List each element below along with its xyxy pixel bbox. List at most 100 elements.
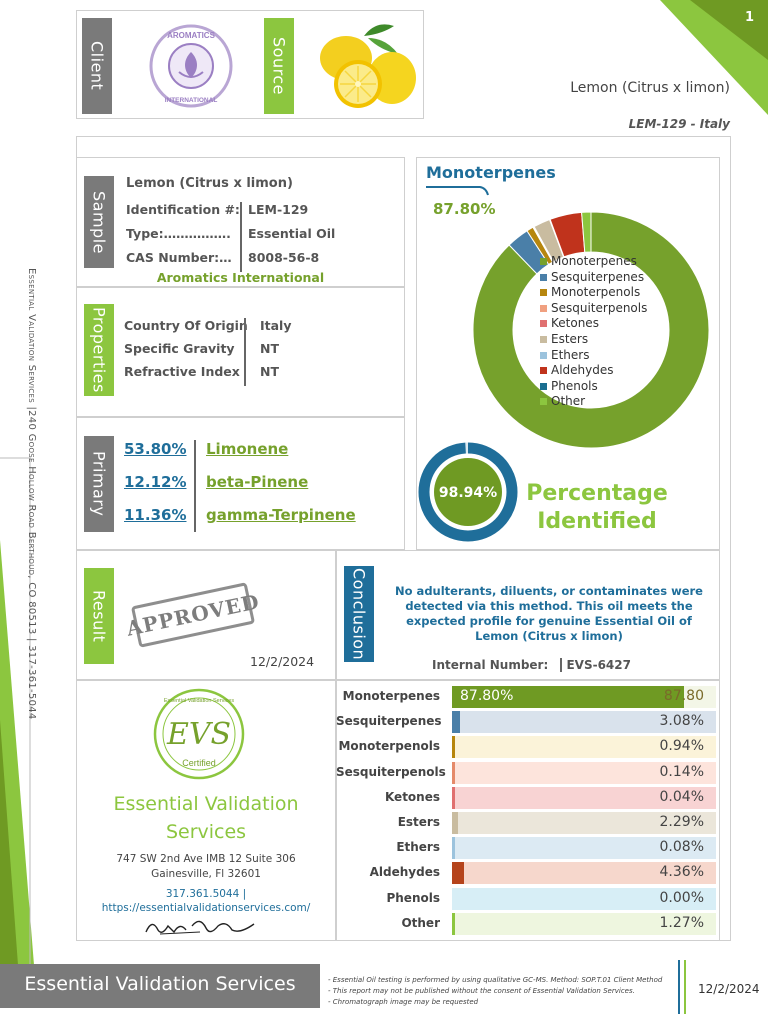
- bar-value: 4.36%: [659, 864, 704, 881]
- donut-legend-swatch: [540, 351, 547, 359]
- footer-brand-bar: [0, 964, 320, 1008]
- identified-label-line2: Identified: [537, 509, 657, 534]
- company-website-link[interactable]: https://essentialvalidationservices.com/: [101, 902, 311, 914]
- sidebar-address-container: Essential Validation Services |240 Goose…: [26, 268, 42, 738]
- bar-row: Ethers 0.08%: [336, 837, 726, 860]
- internal-number-value: EVS-6427: [560, 658, 631, 672]
- bar-track: 0.14%: [452, 761, 716, 784]
- donut-legend-item: Sesquiterpenes: [540, 270, 647, 286]
- primary-pct: 53.80%: [124, 440, 187, 458]
- donut-legend-label: Ketones: [551, 316, 599, 331]
- donut-legend-swatch: [540, 273, 547, 281]
- donut-legend-swatch: [540, 289, 547, 297]
- donut-legend-label: Phenols: [551, 378, 598, 393]
- signature: [145, 920, 255, 935]
- bar-value: 0.00%: [659, 889, 704, 906]
- conclusion-text: No adulterants, diluents, or contaminate…: [395, 584, 703, 643]
- primary-section: [76, 417, 405, 550]
- company-address: 747 SW 2nd Ave IMB 12 Suite 306 Gainesvi…: [76, 852, 336, 882]
- donut-legend-label: Other: [551, 394, 586, 409]
- bar-value: 3.08%: [659, 713, 704, 730]
- bar-label: Other: [401, 915, 440, 930]
- bar-row: Ketones 0.04%: [336, 786, 726, 809]
- page-number: 1: [744, 10, 754, 25]
- product-name: Lemon (Citrus x limon): [570, 80, 730, 96]
- result-date: 12/2/2024: [250, 654, 315, 669]
- properties-row-value: NT: [260, 341, 279, 356]
- lot-origin: LEM-129 - Italy: [628, 117, 730, 131]
- sample-row-value: 8008-56-8: [248, 250, 320, 265]
- internal-number: Internal Number: EVS-6427: [432, 658, 631, 672]
- svg-text:Certified: Certified: [182, 758, 216, 768]
- donut-slice-other: [581, 211, 592, 253]
- properties-row: Country Of Origin Italy: [124, 318, 324, 341]
- bar-value: 0.94%: [659, 738, 704, 755]
- corner-decoration-left: [0, 457, 34, 965]
- properties-row-label: Country Of Origin: [124, 318, 248, 333]
- donut-value: 87.80%: [433, 200, 496, 218]
- primary-compound: beta-Pinene: [206, 473, 309, 491]
- client-logo: AROMATICS INTERNATIONAL: [149, 24, 233, 108]
- bar-row: Monoterpenes 87.80% 87.80: [336, 686, 726, 708]
- sample-row-label: Identification #:: [126, 202, 240, 217]
- bar-inner-label: 87.80%: [460, 688, 514, 704]
- bar-fill-sesquiterpenes: [452, 711, 461, 734]
- donut-legend-item: Sesquiterpenols: [540, 301, 647, 317]
- properties-tab: Properties: [84, 304, 114, 396]
- bar-value: 1.27%: [659, 914, 704, 931]
- result-section: [76, 550, 336, 680]
- properties-table: Country Of Origin Italy Specific Gravity…: [124, 318, 324, 387]
- identified-label: Percentage Identified: [522, 480, 672, 536]
- donut-legend-swatch: [540, 398, 547, 406]
- bar-track: 2.29%: [452, 812, 716, 834]
- identified-value: 98.94%: [439, 485, 497, 501]
- primary-row: 53.80% Limonene: [124, 440, 384, 473]
- bar-track: 87.80% 87.80: [452, 686, 716, 708]
- bar-value: 87.80: [663, 688, 704, 704]
- donut-legend-swatch: [540, 258, 547, 265]
- bar-value: 0.04%: [659, 788, 704, 805]
- identified-gauge: 98.94%: [418, 442, 518, 542]
- donut-legend-label: Ethers: [551, 347, 590, 362]
- primary-pct: 12.12%: [124, 473, 187, 491]
- sample-name: Lemon (Citrus x limon): [126, 176, 293, 191]
- company-name-line2: Services: [165, 821, 247, 843]
- donut-legend-item: Phenols: [540, 379, 647, 395]
- properties-row-label: Specific Gravity: [124, 341, 235, 356]
- donut-legend-label: Monoterpenes: [551, 254, 637, 268]
- footer-note: - This report may not be published witho…: [328, 987, 635, 995]
- bar-value: 2.29%: [659, 814, 704, 830]
- bar-row: Aldehydes 4.36%: [336, 862, 726, 885]
- primary-divider: [194, 440, 196, 532]
- primary-row: 12.12% beta-Pinene: [124, 473, 384, 506]
- corner-decoration-top: [660, 0, 768, 115]
- sample-row-label: Type:…………….: [126, 226, 231, 241]
- donut-slice-monoterpenes: [472, 211, 710, 449]
- footer-note: - Chromatograph image may be requested: [328, 998, 479, 1006]
- sample-row-label: CAS Number:…: [126, 250, 232, 265]
- svg-text:EVS: EVS: [166, 717, 231, 752]
- bar-row: Phenols 0.00%: [336, 887, 726, 910]
- properties-row-label: Refractive Index: [124, 364, 240, 379]
- sample-row: Type:……………. Essential Oil: [126, 226, 396, 250]
- bar-fill-monoterpenes: 87.80%: [452, 686, 684, 708]
- sample-divider: [240, 202, 242, 272]
- donut-legend-swatch: [540, 320, 547, 328]
- bar-track: 0.04%: [452, 786, 716, 809]
- bar-fill-monoterpenols: [452, 736, 455, 759]
- bar-row: Sesquiterpenols 0.14%: [336, 761, 726, 784]
- svg-text:INTERNATIONAL: INTERNATIONAL: [165, 97, 218, 104]
- bar-fill-sesquiterpenols: [452, 761, 455, 784]
- company-name-line1: Essential Validation: [113, 793, 299, 815]
- primary-row: 11.36% gamma-Terpinene: [124, 506, 384, 539]
- bar-track: 3.08%: [452, 711, 716, 734]
- company-phone[interactable]: 317.361.5044 |: [165, 888, 247, 900]
- donut-legend-item: Aldehydes: [540, 363, 647, 379]
- bar-label: Ethers: [396, 840, 440, 855]
- sample-row: CAS Number:… 8008-56-8: [126, 250, 396, 274]
- svg-text:Essential Validation Services: Essential Validation Services: [164, 698, 234, 704]
- sample-row: Identification #: LEM-129: [126, 202, 396, 226]
- bar-row: Other 1.27%: [336, 912, 726, 935]
- bar-row: Sesquiterpenes 3.08%: [336, 711, 726, 734]
- composition-donut-chart: [472, 211, 710, 449]
